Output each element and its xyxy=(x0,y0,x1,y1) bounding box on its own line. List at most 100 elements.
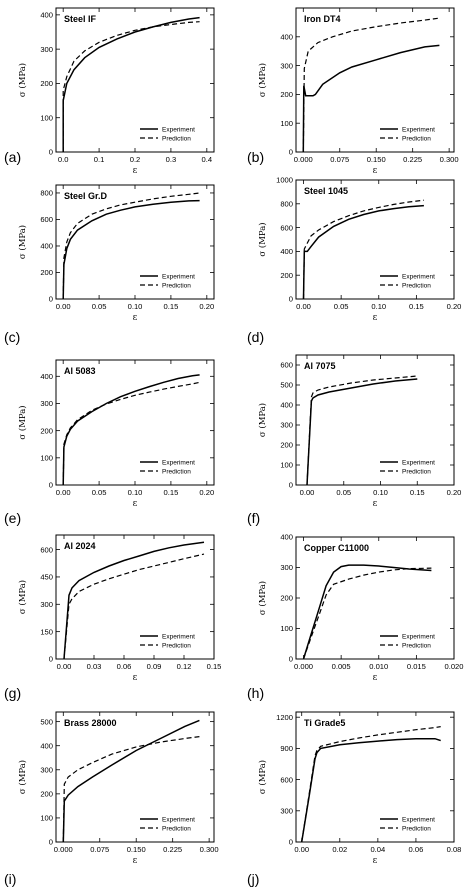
x-tick-label: 0.005 xyxy=(332,662,351,671)
chart-title: Al 2024 xyxy=(64,541,96,551)
series-line-experiment xyxy=(300,737,441,843)
legend: Experiment Prediction xyxy=(380,126,435,142)
y-tick-label: 600 xyxy=(40,215,53,224)
y-tick-label: 400 xyxy=(280,533,293,542)
x-tick-label: 0.08 xyxy=(447,845,462,854)
y-tick-label: 400 xyxy=(40,242,53,251)
panel-j: 0.00 0.02 0.04 0.06 0.08 0 300 600 900 1200 ε σ (MP… xyxy=(247,711,462,887)
legend-label: Experiment xyxy=(402,459,435,466)
panel-c: 0.00 0.05 0.10 0.15 0.20 0 200 400 600 800 ε σ (MPa… xyxy=(4,184,215,345)
x-axis-label: ε xyxy=(373,499,378,509)
legend-label: Experiment xyxy=(402,273,435,280)
y-axis-label: σ (MPa) xyxy=(17,580,28,614)
y-tick-label: 300 xyxy=(40,45,53,54)
y-tick-label: 200 xyxy=(280,271,293,280)
y-tick-label: 400 xyxy=(280,247,293,256)
y-tick-label: 400 xyxy=(280,401,293,410)
y-tick-label: 0 xyxy=(49,481,53,490)
series-line-experiment xyxy=(306,378,418,486)
y-tick-label: 0 xyxy=(49,838,53,847)
x-tick-label: 0.000 xyxy=(294,155,313,164)
x-tick-label: 0.225 xyxy=(403,155,422,164)
y-tick-label: 100 xyxy=(280,119,293,128)
series-line-prediction xyxy=(62,736,200,843)
y-axis-label: σ (MPa) xyxy=(257,760,268,794)
x-axis-label: ε xyxy=(133,166,138,176)
x-tick-label: 0.4 xyxy=(202,155,213,164)
legend-label: Experiment xyxy=(402,126,435,133)
x-tick-label: 0.00 xyxy=(57,662,72,671)
legend-label: Prediction xyxy=(162,468,191,475)
x-tick-label: 0.03 xyxy=(87,662,102,671)
x-tick-label: 0.225 xyxy=(163,845,182,854)
chart-title: Steel Gr.D xyxy=(64,191,108,201)
panel-label: (j) xyxy=(247,871,259,887)
panel-b: 0.000 0.075 0.150 0.225 0.300 0 100 200 300 400 ε σ… xyxy=(247,7,459,176)
x-tick-label: 0.075 xyxy=(330,155,349,164)
series-line-experiment xyxy=(302,564,432,660)
y-tick-label: 0 xyxy=(289,838,293,847)
x-tick-label: 0.20 xyxy=(447,302,462,311)
plot-frame xyxy=(295,179,455,300)
y-tick-label: 800 xyxy=(40,189,53,198)
legend-label: Prediction xyxy=(162,825,191,832)
y-tick-label: 600 xyxy=(280,223,293,232)
series-line-prediction xyxy=(302,17,440,153)
y-axis-label: σ (MPa) xyxy=(257,581,268,615)
x-tick-label: 0.12 xyxy=(177,662,192,671)
legend-label: Experiment xyxy=(402,633,435,640)
x-tick-label: 0.02 xyxy=(332,845,347,854)
y-axis-label: σ (MPa) xyxy=(17,63,28,97)
y-tick-label: 200 xyxy=(280,594,293,603)
x-axis-label: ε xyxy=(133,673,138,683)
x-tick-label: 0.15 xyxy=(164,488,179,497)
panel-g: 0.00 0.03 0.06 0.09 0.12 0.15 0 150 300 450 600 ε σ … xyxy=(4,534,222,701)
y-tick-label: 600 xyxy=(280,775,293,784)
legend-label: Experiment xyxy=(162,816,195,823)
x-tick-label: 0.00 xyxy=(294,845,309,854)
x-tick-label: 0.20 xyxy=(199,488,214,497)
y-tick-label: 400 xyxy=(40,372,53,381)
x-tick-label: 0.05 xyxy=(92,488,107,497)
series-line-experiment xyxy=(62,719,200,843)
y-tick-label: 200 xyxy=(40,426,53,435)
x-tick-label: 0.300 xyxy=(440,155,459,164)
y-tick-label: 600 xyxy=(280,361,293,370)
y-tick-label: 400 xyxy=(40,741,53,750)
x-tick-label: 0.15 xyxy=(410,488,425,497)
y-tick-label: 100 xyxy=(40,113,53,122)
chart-title: Steel 1045 xyxy=(304,186,348,196)
y-axis-label: σ (MPa) xyxy=(17,405,28,439)
panel-label: (c) xyxy=(4,329,20,345)
legend: Experiment Prediction xyxy=(140,126,195,142)
x-tick-label: 0.150 xyxy=(127,845,146,854)
y-tick-label: 100 xyxy=(40,454,53,463)
y-tick-label: 300 xyxy=(280,421,293,430)
legend-label: Prediction xyxy=(402,135,431,142)
y-tick-label: 100 xyxy=(280,624,293,633)
x-tick-label: 0.075 xyxy=(90,845,109,854)
legend-label: Experiment xyxy=(162,273,195,280)
plot-frame xyxy=(55,711,215,843)
legend: Experiment Prediction xyxy=(380,633,435,649)
y-tick-label: 300 xyxy=(280,563,293,572)
chart-title: Al 5083 xyxy=(64,366,96,376)
legend-label: Prediction xyxy=(402,282,431,289)
chart-title: Brass 28000 xyxy=(64,718,117,728)
series-line-experiment xyxy=(63,541,205,660)
y-axis-label: σ (MPa) xyxy=(257,63,268,97)
chart-title: Copper C11000 xyxy=(304,543,369,553)
y-tick-label: 0 xyxy=(289,655,293,664)
y-tick-label: 300 xyxy=(40,600,53,609)
legend-label: Prediction xyxy=(162,282,191,289)
x-tick-label: 0.15 xyxy=(207,662,222,671)
plot-frame xyxy=(295,7,455,153)
x-tick-label: 0.10 xyxy=(128,302,143,311)
y-tick-label: 0 xyxy=(49,148,53,157)
panel-a: 0.0 0.1 0.2 0.3 0.4 0 100 200 300 400 ε σ (MPa) Stee… xyxy=(4,7,215,176)
panel-label: (b) xyxy=(247,149,264,165)
x-tick-label: 0.150 xyxy=(367,155,386,164)
legend: Experiment Prediction xyxy=(380,273,435,289)
legend-label: Prediction xyxy=(402,642,431,649)
